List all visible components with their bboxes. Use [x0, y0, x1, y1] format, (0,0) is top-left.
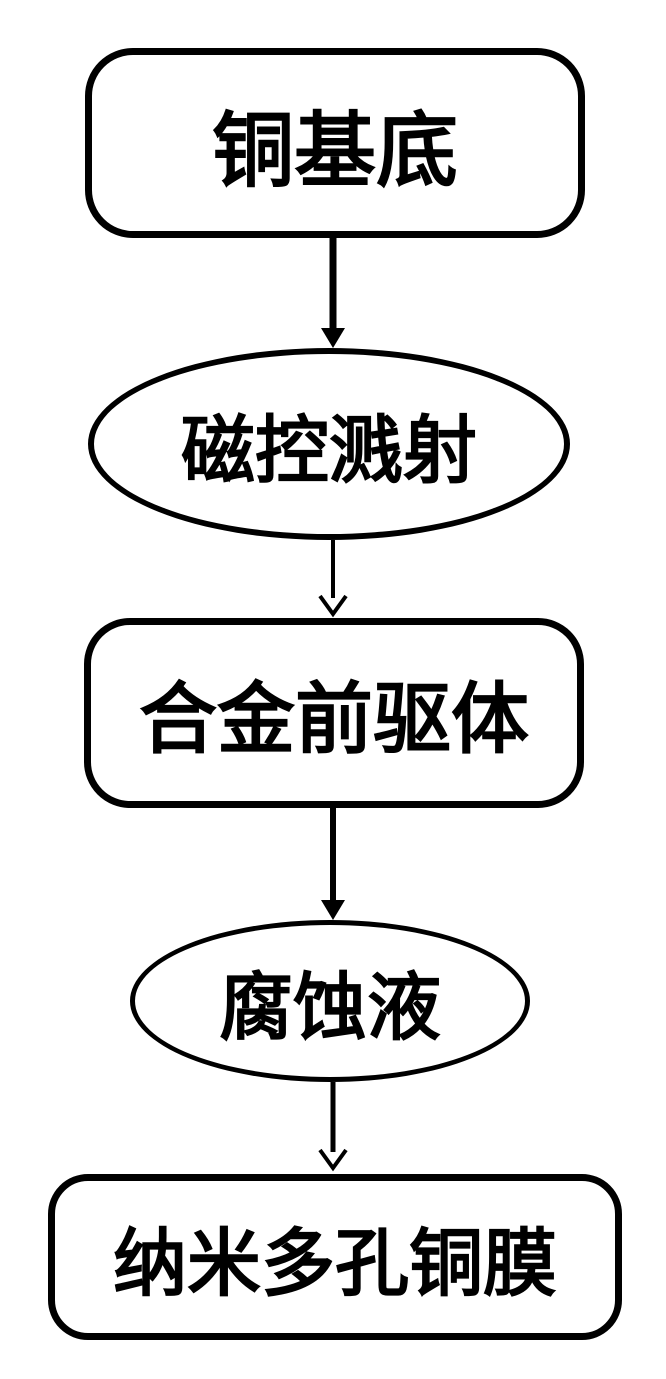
node-etchant: 腐蚀液 — [130, 920, 530, 1082]
node-label: 铜基底 — [212, 84, 458, 203]
arrow-3 — [313, 808, 353, 920]
node-label: 腐蚀液 — [219, 948, 441, 1055]
node-label: 合金前驱体 — [139, 657, 529, 769]
node-sputtering: 磁控溅射 — [88, 348, 570, 540]
arrow-4 — [313, 1082, 353, 1174]
node-substrate: 铜基底 — [85, 48, 585, 238]
node-product: 纳米多孔铜膜 — [48, 1174, 622, 1340]
flowchart-container: 铜基底 磁控溅射 合金前驱体 腐蚀液 纳米多孔铜膜 — [0, 0, 666, 1379]
node-label: 磁控溅射 — [181, 391, 477, 498]
node-precursor: 合金前驱体 — [84, 618, 584, 808]
arrow-1 — [313, 238, 353, 348]
arrow-2 — [313, 540, 353, 618]
node-label: 纳米多孔铜膜 — [113, 1204, 557, 1311]
